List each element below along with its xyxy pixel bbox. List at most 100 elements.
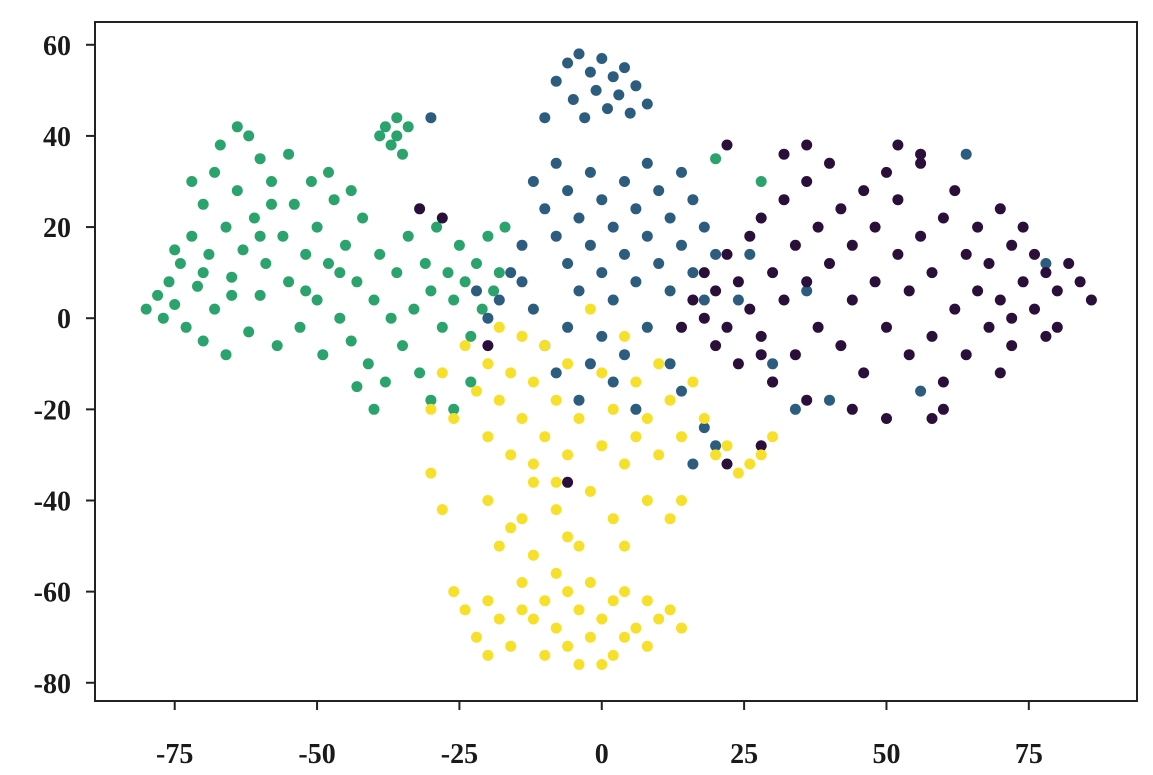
- scatter-point: [243, 326, 255, 338]
- scatter-point: [937, 212, 949, 224]
- scatter-point: [448, 413, 460, 424]
- scatter-point: [186, 230, 198, 242]
- scatter-point: [607, 513, 619, 525]
- scatter-point: [881, 413, 892, 424]
- scatter-point: [414, 203, 426, 215]
- points-layer: [140, 48, 1097, 670]
- scatter-point: [562, 531, 574, 543]
- scatter-point: [414, 367, 426, 379]
- scatter-point: [516, 513, 528, 525]
- scatter-point: [755, 440, 767, 452]
- scatter-point: [385, 139, 397, 151]
- scatter-point: [653, 449, 665, 461]
- y-tick-label: 20: [43, 213, 71, 244]
- scatter-point: [328, 194, 340, 206]
- scatter-point: [482, 649, 494, 661]
- scatter-point: [892, 248, 904, 260]
- scatter-point: [283, 148, 295, 160]
- scatter-point: [915, 157, 927, 169]
- scatter-point: [630, 431, 642, 443]
- scatter-point: [584, 166, 596, 178]
- scatter-point: [550, 504, 562, 516]
- scatter-point: [169, 244, 181, 256]
- scatter-point: [226, 289, 238, 301]
- scatter-point: [664, 358, 676, 370]
- scatter-point: [379, 121, 391, 133]
- scatter-point: [550, 157, 562, 169]
- scatter-point: [778, 148, 790, 160]
- scatter-point: [391, 112, 403, 124]
- scatter-point: [573, 48, 585, 60]
- scatter-point: [425, 394, 437, 406]
- scatter-point: [789, 349, 801, 361]
- scatter-point: [516, 604, 528, 616]
- y-tick-label: -40: [34, 486, 71, 517]
- scatter-point: [1029, 303, 1040, 315]
- scatter-point: [630, 376, 642, 388]
- scatter-point: [653, 358, 665, 370]
- scatter-point: [619, 631, 630, 643]
- scatter-point: [465, 330, 477, 342]
- scatter-point: [425, 112, 437, 124]
- scatter-point: [493, 394, 505, 406]
- scatter-point: [698, 221, 710, 233]
- scatter-point: [476, 303, 488, 315]
- scatter-point: [448, 294, 460, 306]
- scatter-point: [152, 289, 164, 301]
- scatter-point: [539, 649, 551, 661]
- scatter-point: [596, 659, 608, 670]
- scatter-point: [653, 613, 665, 625]
- scatter-point: [351, 276, 363, 288]
- scatter-point: [186, 176, 198, 187]
- scatter-point: [266, 176, 277, 187]
- scatter-point: [357, 212, 369, 224]
- scatter-point: [448, 403, 460, 415]
- scatter-point: [687, 458, 699, 470]
- scatter-point: [869, 276, 881, 288]
- scatter-point: [539, 340, 551, 352]
- scatter-point: [676, 239, 687, 251]
- scatter-point: [1063, 258, 1075, 269]
- scatter-point: [573, 540, 585, 552]
- scatter-point: [562, 640, 574, 652]
- scatter-point: [294, 321, 306, 333]
- scatter-point: [584, 239, 596, 251]
- scatter-point: [641, 495, 653, 506]
- scatter-point: [550, 75, 562, 87]
- scatter-point: [254, 289, 266, 301]
- scatter-point: [624, 107, 636, 119]
- scatter-point: [317, 349, 329, 361]
- scatter-point: [619, 248, 630, 260]
- scatter-point: [402, 230, 414, 242]
- scatter-point: [824, 258, 835, 269]
- scatter-point: [744, 248, 756, 260]
- scatter-point: [584, 577, 596, 588]
- scatter-point: [778, 194, 790, 206]
- scatter-point: [744, 230, 756, 242]
- scatter-point: [596, 367, 608, 379]
- scatter-point: [653, 185, 665, 197]
- scatter-point: [579, 112, 591, 124]
- scatter-point: [755, 449, 767, 461]
- scatter-point: [550, 622, 562, 634]
- scatter-point: [641, 413, 653, 424]
- scatter-point: [619, 586, 630, 598]
- scatter-point: [482, 495, 494, 506]
- scatter-point: [482, 595, 494, 607]
- scatter-point: [505, 267, 517, 279]
- x-tick-label: 0: [595, 739, 609, 770]
- scatter-point: [994, 203, 1006, 215]
- scatter-point: [203, 248, 215, 260]
- scatter-point: [653, 258, 665, 269]
- scatter-point: [767, 267, 779, 279]
- scatter-point: [801, 276, 813, 288]
- scatter-point: [903, 349, 915, 361]
- scatter-point: [562, 358, 574, 370]
- scatter-point: [676, 622, 687, 634]
- scatter-point: [192, 280, 203, 292]
- scatter-point: [801, 176, 813, 187]
- scatter-point: [1006, 312, 1018, 324]
- scatter-point: [209, 166, 221, 178]
- scatter-point: [374, 130, 386, 142]
